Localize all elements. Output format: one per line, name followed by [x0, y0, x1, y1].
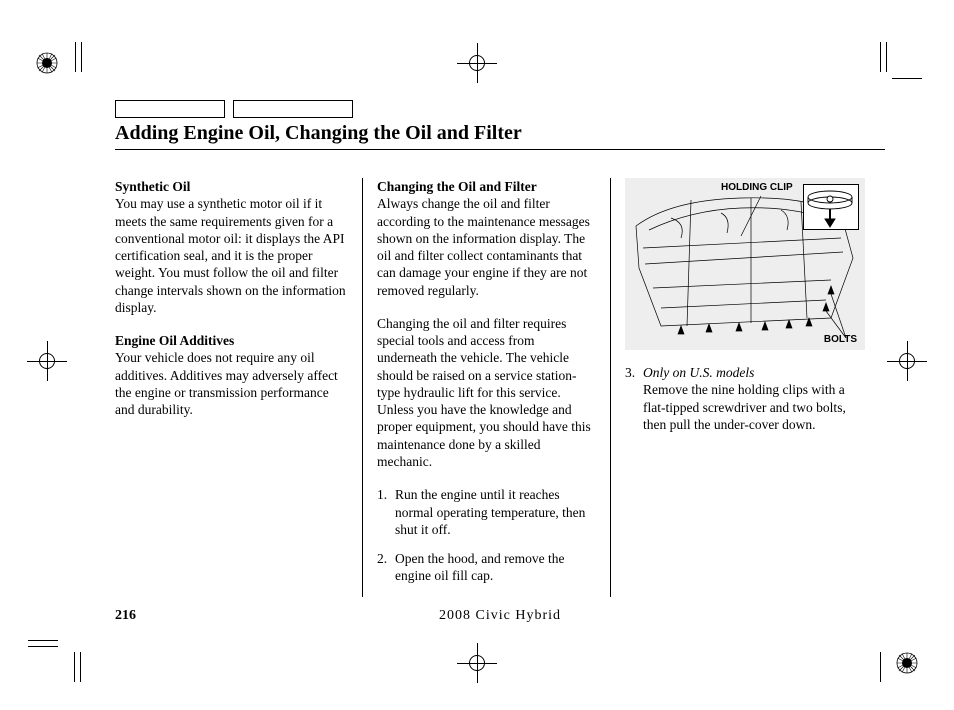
tab-box-2: [233, 100, 353, 118]
registration-target-left: [36, 350, 58, 372]
column-2: Changing the Oil and Filter Always chang…: [363, 178, 611, 597]
para-changing-2: Changing the oil and filter requires spe…: [377, 315, 596, 470]
registration-target-top: [466, 52, 488, 74]
subhead-additives: Engine Oil Additives: [115, 333, 234, 348]
section-synthetic-oil: Synthetic Oil You may use a synthetic mo…: [115, 178, 348, 316]
registration-star-tl: [36, 52, 58, 74]
subhead-synthetic: Synthetic Oil: [115, 179, 190, 194]
column-1: Synthetic Oil You may use a synthetic mo…: [115, 178, 363, 597]
step-1-text: Run the engine until it reaches normal o…: [395, 486, 596, 538]
step-3-num: 3.: [625, 364, 643, 433]
tab-box-1: [115, 100, 225, 118]
step-1-num: 1.: [377, 486, 395, 538]
section-changing: Changing the Oil and Filter Always chang…: [377, 178, 596, 299]
page-content: Adding Engine Oil, Changing the Oil and …: [115, 100, 885, 597]
subhead-changing: Changing the Oil and Filter: [377, 179, 537, 194]
registration-target-right: [896, 350, 918, 372]
figure-label-bolts: BOLTS: [824, 334, 857, 347]
step-2: 2. Open the hood, and remove the engine …: [377, 550, 596, 585]
step-2-num: 2.: [377, 550, 395, 585]
step-3: 3. Only on U.S. models Remove the nine h…: [625, 364, 861, 433]
column-3: HOLDING CLIP: [611, 178, 873, 597]
section-additives: Engine Oil Additives Your vehicle does n…: [115, 332, 348, 418]
para-additives: Your vehicle does not require any oil ad…: [115, 350, 338, 417]
text-columns: Synthetic Oil You may use a synthetic mo…: [115, 178, 885, 597]
para-synthetic: You may use a synthetic motor oil if it …: [115, 196, 346, 315]
header-tab-boxes: [115, 100, 885, 118]
footer-model-year: 2008 Civic Hybrid: [115, 608, 885, 624]
step-3-body: Only on U.S. models Remove the nine hold…: [643, 364, 861, 433]
undercover-figure: HOLDING CLIP: [625, 178, 865, 350]
page-title: Adding Engine Oil, Changing the Oil and …: [115, 122, 885, 150]
step-2-text: Open the hood, and remove the engine oil…: [395, 550, 596, 585]
registration-target-bottom: [466, 652, 488, 674]
registration-star-br: [896, 652, 918, 674]
step-3-qualifier: Only on U.S. models: [643, 365, 754, 380]
step-1: 1. Run the engine until it reaches norma…: [377, 486, 596, 538]
para-changing-1: Always change the oil and filter accordi…: [377, 196, 590, 297]
holding-clip-inset: [803, 184, 859, 230]
step-3-text: Remove the nine holding clips with a fla…: [643, 382, 846, 432]
